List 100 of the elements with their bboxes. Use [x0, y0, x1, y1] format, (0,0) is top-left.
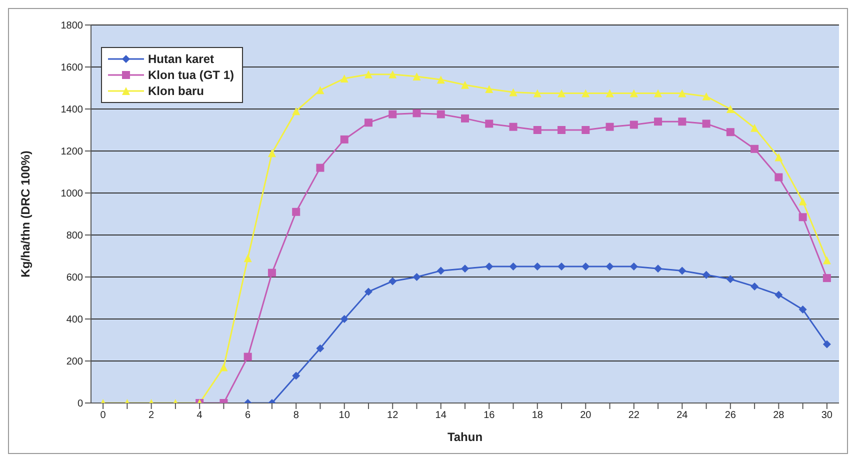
point [316, 86, 324, 94]
point [244, 352, 252, 361]
x-tick-label: 20 [580, 410, 592, 422]
y-tick-label: 1200 [60, 146, 84, 158]
point [509, 122, 518, 131]
y-tick-label: 400 [66, 314, 84, 326]
x-tick-label: 4 [196, 410, 203, 422]
point [558, 262, 566, 270]
point [220, 363, 228, 372]
x-tick-label: 22 [628, 410, 640, 422]
x-tick-label: 2 [148, 410, 155, 422]
point [606, 262, 614, 270]
point [702, 120, 710, 128]
point [533, 126, 542, 134]
point [364, 118, 372, 127]
point [340, 315, 348, 323]
x-tick-label: 26 [724, 410, 736, 422]
point [292, 107, 300, 116]
point [388, 70, 397, 78]
point [678, 266, 686, 275]
x-axis-title: Tahun [447, 430, 483, 444]
point [678, 118, 686, 126]
point [509, 262, 518, 270]
point [750, 124, 759, 132]
point [485, 120, 494, 128]
x-tick-label: 12 [387, 410, 399, 422]
point [461, 264, 469, 273]
point [292, 372, 300, 380]
point [364, 70, 372, 78]
point [726, 128, 734, 136]
point [654, 89, 662, 98]
point [798, 306, 807, 314]
point [292, 208, 300, 216]
y-tick-label: 1800 [60, 20, 84, 32]
point [582, 89, 590, 98]
point [340, 74, 348, 83]
point [702, 270, 710, 279]
point [509, 88, 518, 96]
x-tick-label: 30 [821, 410, 833, 422]
x-tick-label: 28 [773, 410, 785, 422]
point [750, 144, 759, 153]
point [412, 273, 421, 281]
point [654, 118, 662, 126]
legend-label: Klon tua (GT 1) [148, 67, 234, 83]
y-tick-label: 1000 [60, 188, 84, 200]
y-tick-label: 0 [77, 398, 84, 410]
x-tick-label: 18 [532, 410, 544, 422]
point [702, 92, 710, 100]
point [630, 89, 638, 98]
point [316, 164, 324, 172]
point [630, 120, 638, 129]
point [436, 76, 445, 84]
x-tick-label: 14 [435, 410, 447, 422]
point [726, 275, 734, 284]
point [582, 262, 590, 270]
point [388, 277, 397, 286]
y-tick-label: 800 [66, 230, 84, 242]
point [774, 173, 783, 182]
x-tick-label: 8 [293, 410, 300, 422]
x-tick-label: 0 [100, 410, 106, 422]
point [750, 282, 759, 290]
point [798, 197, 807, 206]
point [822, 340, 831, 348]
x-tick-label: 16 [484, 410, 496, 422]
point [268, 268, 276, 277]
point [822, 256, 831, 264]
legend-label: Hutan karet [148, 51, 214, 67]
y-tick-label: 200 [66, 356, 84, 368]
point [798, 213, 807, 222]
y-tick-label: 1600 [60, 62, 84, 74]
point [412, 72, 421, 80]
point [244, 254, 252, 262]
point [412, 109, 421, 118]
point [364, 288, 372, 296]
point [436, 266, 445, 275]
point [678, 89, 686, 98]
point [436, 110, 445, 118]
point [606, 89, 614, 98]
point [340, 135, 348, 144]
point [388, 110, 397, 118]
point [461, 114, 469, 122]
point [774, 290, 783, 299]
point [774, 153, 783, 162]
x-tick-label: 6 [245, 410, 252, 422]
y-axis-title: Kg/ha/thn (DRC 100%) [18, 150, 32, 278]
point [558, 89, 566, 98]
x-tick-label: 24 [676, 410, 688, 422]
point [461, 80, 469, 89]
point [533, 262, 542, 270]
legend-label: Klon baru [148, 83, 204, 99]
x-tick-label: 10 [338, 410, 350, 422]
point [822, 274, 831, 282]
point [316, 344, 324, 352]
y-tick-label: 600 [66, 272, 84, 284]
point [533, 89, 542, 98]
point [485, 262, 494, 270]
point [558, 126, 566, 134]
point [582, 126, 590, 134]
point [606, 122, 614, 131]
point [654, 264, 662, 273]
